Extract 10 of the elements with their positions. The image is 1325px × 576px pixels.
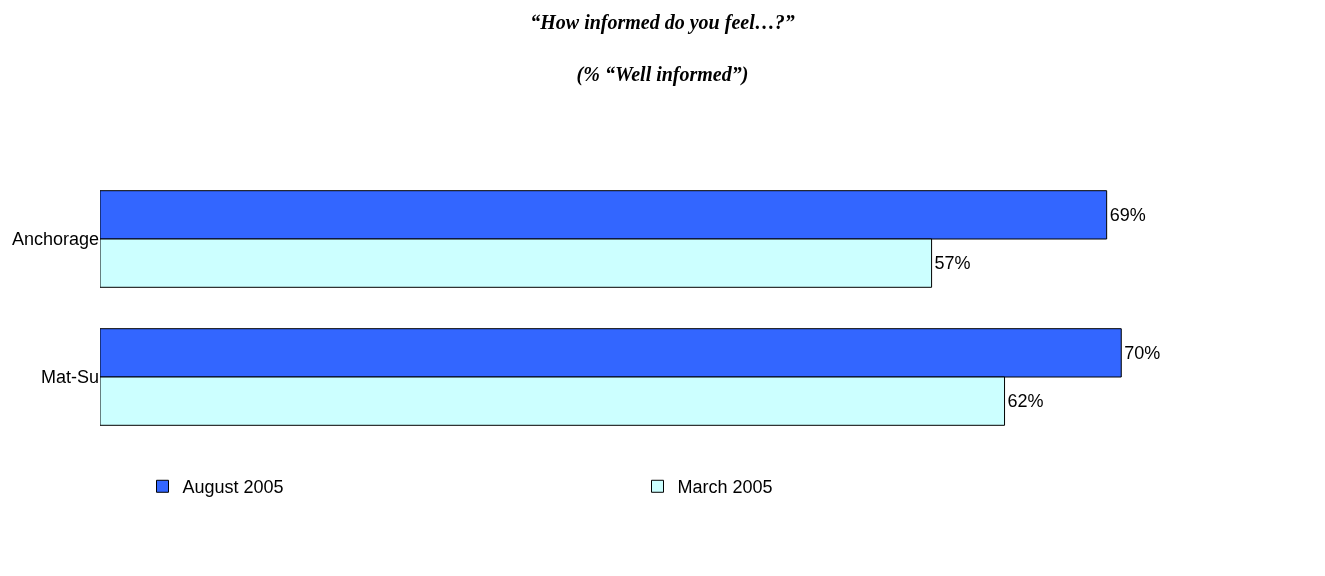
legend-label: August 2005 bbox=[182, 477, 284, 498]
y-tick-label: Mat-Su bbox=[40, 367, 99, 388]
data-label: 70% bbox=[1124, 342, 1161, 363]
chart-title: “How informed do you feel…?” bbox=[530, 10, 795, 34]
data-label: 69% bbox=[1109, 204, 1146, 225]
y-tick-label: Anchorage bbox=[11, 229, 99, 250]
chart-subtitle: (% “Well informed”) bbox=[576, 62, 749, 86]
legend-label: March 2005 bbox=[677, 477, 773, 498]
data-label: 57% bbox=[934, 253, 971, 274]
data-label: 62% bbox=[1007, 391, 1044, 412]
